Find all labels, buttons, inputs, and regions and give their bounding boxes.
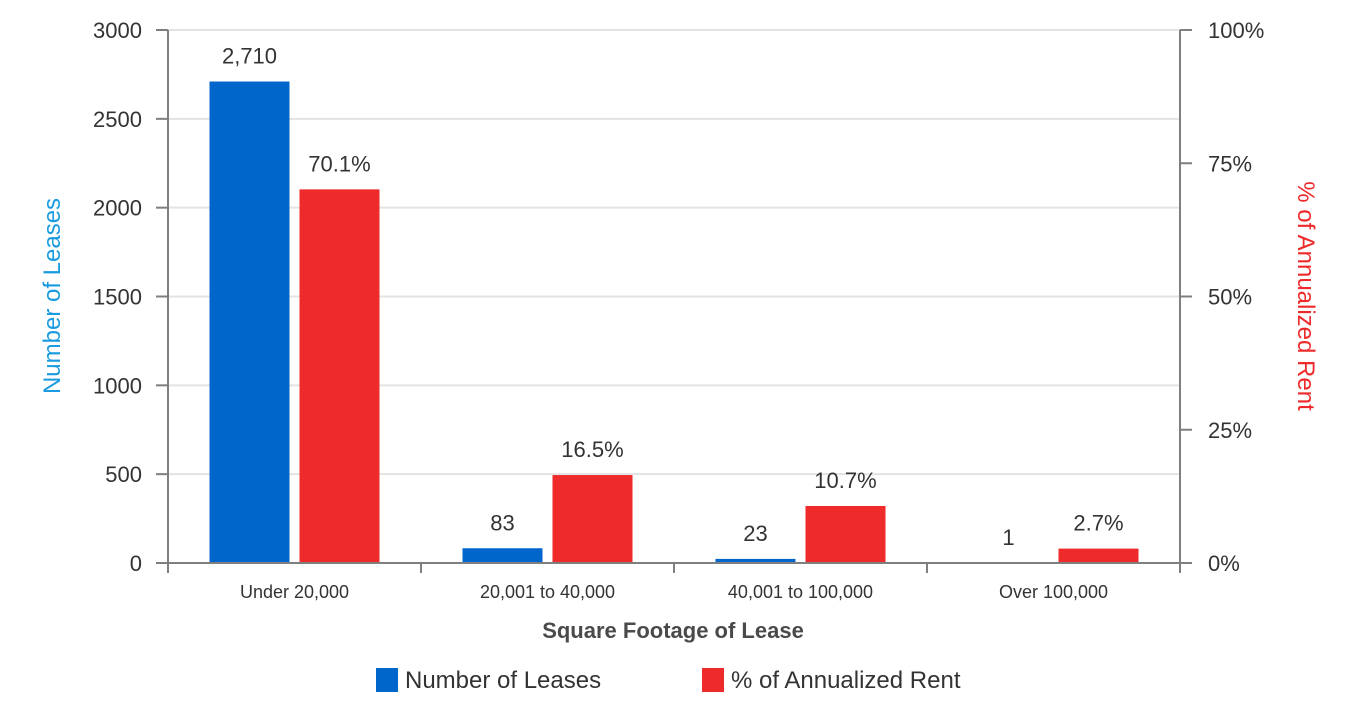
bar-percent-annualized-rent	[805, 505, 886, 563]
category-label: 20,001 to 40,000	[480, 582, 615, 602]
right-tick-label: 25%	[1208, 418, 1252, 443]
legend-swatch-percent-annualized-rent	[702, 668, 724, 692]
right-tick-label: 100%	[1208, 18, 1264, 43]
bar-percent-annualized-rent	[1058, 548, 1139, 563]
data-label-number-of-leases: 23	[743, 521, 767, 546]
category-labels: Under 20,000 20,001 to 40,000 40,001 to 10…	[240, 582, 1108, 602]
data-label-percent-annualized-rent: 2.7%	[1073, 511, 1123, 536]
bar-number-of-leases	[209, 81, 290, 564]
legend: Number of Leases % of Annualized Rent	[376, 667, 961, 694]
data-labels: 2,710 70.1% 83 16.5% 23 10.7% 1 2.7%	[222, 44, 1124, 550]
y-axis-label-right: % of Annualized Rent	[1292, 181, 1319, 411]
left-tick-label: 0	[130, 551, 142, 576]
data-label-percent-annualized-rent: 16.5%	[561, 437, 623, 462]
left-tick-label: 500	[105, 462, 142, 487]
bars	[209, 81, 1139, 564]
data-label-number-of-leases: 2,710	[222, 44, 277, 69]
bar-percent-annualized-rent	[299, 189, 380, 563]
left-axis-ticks: 0 500 1000 1500 2000 2500 3000	[93, 18, 142, 576]
right-tick-label: 0%	[1208, 551, 1240, 576]
legend-label-percent-annualized-rent: % of Annualized Rent	[731, 667, 961, 694]
axes	[156, 29, 1192, 573]
right-tick-label: 50%	[1208, 285, 1252, 310]
data-label-percent-annualized-rent: 70.1%	[308, 151, 370, 176]
left-tick-label: 1500	[93, 285, 142, 310]
y-axis-label-left: Number of Leases	[39, 198, 66, 394]
bar-percent-annualized-rent	[552, 475, 633, 563]
data-label-number-of-leases: 83	[490, 510, 514, 535]
category-label: Under 20,000	[240, 582, 349, 602]
right-axis-ticks: 0% 25% 50% 75% 100%	[1208, 18, 1264, 576]
x-axis-label: Square Footage of Lease	[542, 618, 804, 643]
legend-label-number-of-leases: Number of Leases	[405, 667, 601, 694]
bar-number-of-leases	[715, 558, 796, 563]
left-tick-label: 1000	[93, 373, 142, 398]
category-label: 40,001 to 100,000	[728, 582, 873, 602]
left-tick-label: 2500	[93, 107, 142, 132]
legend-swatch-number-of-leases	[376, 668, 398, 692]
category-label: Over 100,000	[999, 582, 1108, 602]
bar-number-of-leases	[462, 548, 543, 563]
right-tick-label: 75%	[1208, 151, 1252, 176]
left-tick-label: 3000	[93, 18, 142, 43]
left-tick-label: 2000	[93, 196, 142, 221]
data-label-percent-annualized-rent: 10.7%	[814, 468, 876, 493]
data-label-number-of-leases: 1	[1002, 525, 1014, 550]
